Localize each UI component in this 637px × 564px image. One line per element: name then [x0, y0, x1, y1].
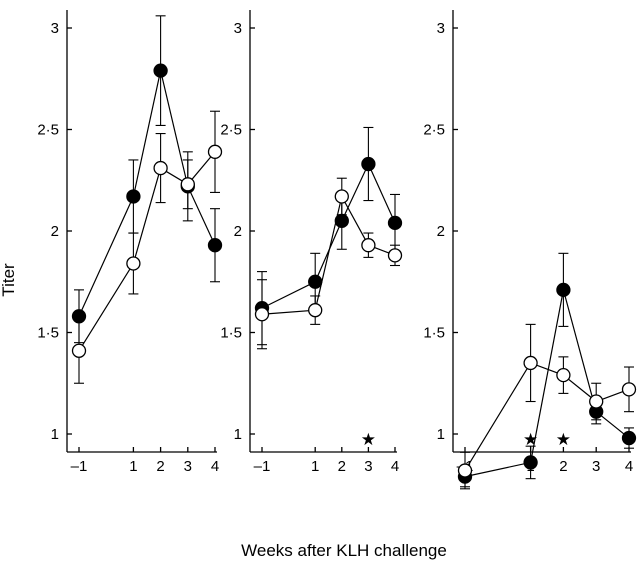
data-point-open — [556, 367, 571, 383]
x-tick-label: 1 — [311, 458, 319, 475]
data-point-filled — [621, 430, 637, 446]
data-point-filled — [126, 189, 141, 204]
data-point-filled — [387, 215, 403, 231]
x-tick-label: 2 — [338, 458, 346, 475]
y-tick-label: 1 — [234, 426, 242, 443]
data-point-open — [207, 144, 223, 159]
y-tick-label: 2·5 — [423, 122, 445, 139]
series-line-open — [78, 151, 216, 352]
x-tick-label: 4 — [625, 458, 633, 475]
y-tick-label: 1 — [51, 426, 59, 443]
data-point-filled — [153, 63, 168, 78]
panel-1: 1 1·5 2 2·5 3 –1 1 2 3 4 — [37, 10, 223, 475]
data-point-open — [71, 343, 87, 358]
data-point-filled — [523, 455, 538, 470]
data-point-open — [361, 238, 376, 253]
x-tick-label: –1 — [254, 458, 271, 475]
y-tick-label: 3 — [437, 20, 445, 37]
significance-star-icon: ★ — [556, 430, 571, 450]
data-point-open — [523, 355, 538, 371]
significance-star-icon: ★ — [523, 430, 538, 450]
data-point-filled — [207, 238, 223, 253]
y-tick-label: 1·5 — [220, 325, 242, 342]
data-point-filled — [556, 282, 571, 298]
y-tick-label: 3 — [234, 20, 242, 37]
y-tick-label: 1·5 — [423, 325, 445, 342]
y-axis-title: Titer — [0, 263, 18, 297]
data-point-open — [589, 394, 604, 409]
data-point-open — [387, 248, 403, 263]
data-point-open — [180, 177, 195, 192]
x-tick-label: 3 — [592, 458, 600, 475]
y-tick-label: 2·5 — [220, 122, 242, 139]
x-tick-label: 2 — [559, 458, 567, 475]
data-point-open — [254, 307, 270, 322]
chart-panels: 11·522·53–1 1 2 3 411·522·53–1 1 2 3 4★ 11·522·53… — [37, 10, 637, 490]
y-tick-label: 2 — [51, 223, 59, 240]
data-point-filled — [361, 156, 376, 172]
data-point-open — [621, 382, 637, 397]
data-point-filled — [308, 274, 323, 289]
x-tick-label: –1 — [71, 458, 88, 475]
y-tick-label: 2 — [234, 223, 242, 240]
series-line-open — [261, 194, 396, 315]
x-tick-label: 3 — [184, 458, 192, 475]
series-line-filled — [464, 289, 630, 478]
series-line-filled — [261, 162, 396, 309]
y-tick-label: 2·5 — [37, 122, 59, 139]
x-axis-title: Weeks after KLH challenge — [241, 541, 447, 560]
panel-2: 1 1·5 2 2·5 3 –1 1 2 3 4 ★ — [220, 10, 403, 475]
significance-star-icon: ★ — [361, 430, 376, 450]
y-tick-label: 1·5 — [37, 325, 59, 342]
data-point-open — [153, 160, 168, 176]
x-tick-label: 2 — [156, 458, 164, 475]
data-point-open — [308, 303, 323, 318]
y-tick-label: 3 — [51, 20, 59, 37]
x-tick-label: 4 — [211, 458, 219, 475]
y-tick-label: 2 — [437, 223, 445, 240]
data-point-open — [126, 256, 141, 271]
series-line-filled — [78, 70, 216, 317]
x-tick-label: 3 — [364, 458, 372, 475]
data-point-open — [334, 189, 349, 204]
x-tick-label: 1 — [129, 458, 137, 475]
y-tick-label: 1 — [437, 426, 445, 443]
x-tick-label: 4 — [391, 458, 399, 475]
data-point-open — [457, 463, 473, 478]
